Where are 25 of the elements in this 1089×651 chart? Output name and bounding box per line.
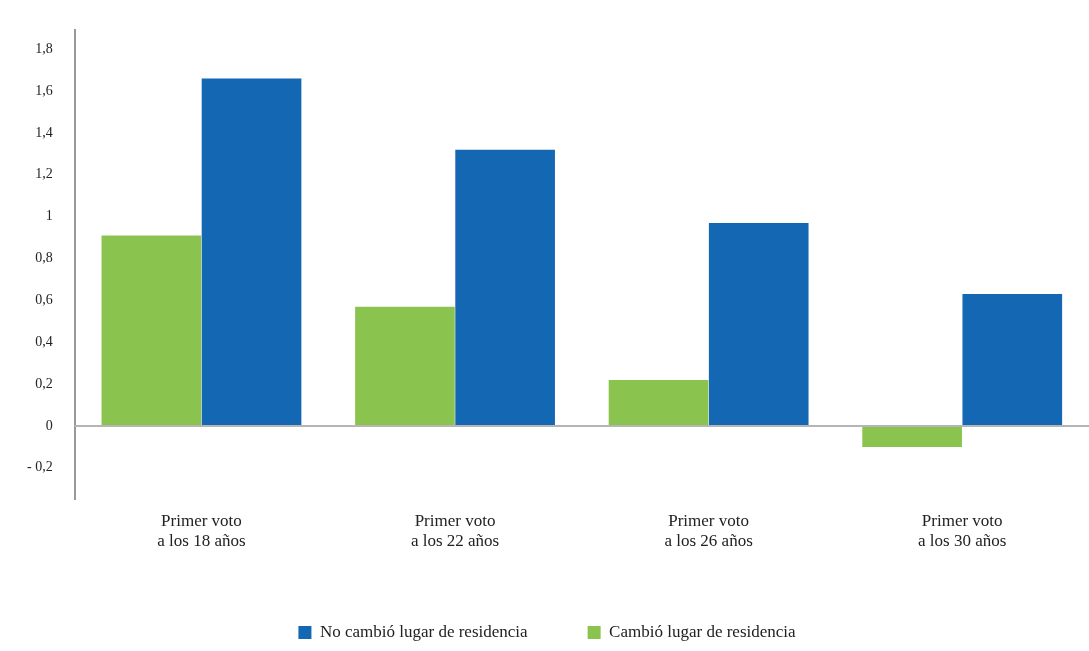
bar xyxy=(608,379,709,426)
y-tick-label: 1,2 xyxy=(35,166,53,182)
y-tick-label: 1,8 xyxy=(35,40,53,56)
y-tick-label: 0,6 xyxy=(35,292,53,308)
y-tick-label: - 0,2 xyxy=(26,459,53,475)
y-tick-label: 1 xyxy=(45,208,53,224)
bar xyxy=(708,222,809,426)
y-tick-label: 0,4 xyxy=(35,333,53,349)
bar xyxy=(101,235,202,426)
legend-label: No cambió lugar de residencia xyxy=(319,621,529,641)
y-tick-label: 1,6 xyxy=(35,82,53,98)
bar xyxy=(355,306,455,426)
bar xyxy=(455,149,555,426)
x-tick-label: Primer voto a los 22 años xyxy=(410,510,500,551)
bar xyxy=(201,78,302,426)
bar xyxy=(862,425,962,447)
y-tick-label: 0,2 xyxy=(35,375,53,391)
bar xyxy=(962,294,1063,426)
y-tick-label: 1,4 xyxy=(35,124,53,140)
y-tick-label: 0 xyxy=(45,417,53,433)
legend-label: Cambió lugar de residencia xyxy=(609,621,797,641)
x-tick-label: Primer voto a los 18 años xyxy=(157,510,246,551)
x-tick-label: Primer voto a los 26 años xyxy=(664,510,753,551)
x-tick-label: Primer voto a los 30 años xyxy=(918,510,1007,551)
y-tick-label: 0,8 xyxy=(35,250,53,266)
